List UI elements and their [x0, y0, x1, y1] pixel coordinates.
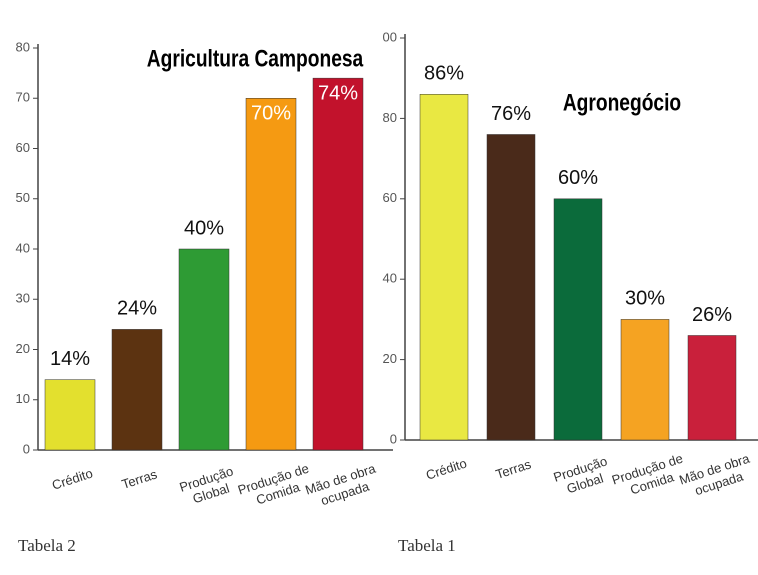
- y-tick-label: 60: [16, 140, 30, 155]
- table-note: Tabela 1: [398, 536, 456, 555]
- bar: [44, 379, 96, 451]
- value-label: 30%: [625, 288, 665, 310]
- y-tick-label: 80: [16, 39, 30, 54]
- y-tick-label: 20: [383, 351, 397, 366]
- bar: [111, 329, 163, 451]
- value-label: 86%: [424, 63, 464, 85]
- value-label: 70%: [251, 103, 291, 125]
- value-label: 60%: [558, 167, 598, 189]
- chart-title: Agronegócio: [563, 88, 681, 116]
- y-tick-label: 60: [383, 190, 397, 205]
- bar: [687, 335, 737, 441]
- y-tick-label: 0: [23, 441, 30, 456]
- y-tick-label: 40: [16, 240, 30, 255]
- bar: [178, 248, 230, 451]
- bar: [486, 134, 536, 441]
- y-tick-label: 10: [16, 391, 30, 406]
- y-tick-label: 50: [16, 190, 30, 205]
- y-tick-label: 70: [16, 90, 30, 105]
- y-tick-label: 40: [383, 271, 397, 286]
- bar: [419, 94, 469, 441]
- bar: [312, 77, 364, 451]
- y-tick-label: 80: [383, 110, 397, 125]
- value-label: 14%: [50, 348, 90, 370]
- chart-title: Agricultura Camponesa: [147, 44, 364, 72]
- bar: [620, 319, 670, 441]
- value-label: 24%: [117, 298, 157, 320]
- y-tick-label: 0: [390, 431, 397, 446]
- value-label: 26%: [692, 304, 732, 326]
- bar: [553, 198, 603, 441]
- value-label: 76%: [491, 103, 531, 125]
- y-tick-label: 30: [16, 291, 30, 306]
- value-label: 40%: [184, 217, 224, 239]
- y-tick-label: 00: [383, 29, 397, 44]
- y-tick-label: 20: [16, 341, 30, 356]
- value-label: 74%: [318, 82, 358, 104]
- table-note: Tabela 2: [18, 536, 76, 555]
- bar: [245, 98, 297, 451]
